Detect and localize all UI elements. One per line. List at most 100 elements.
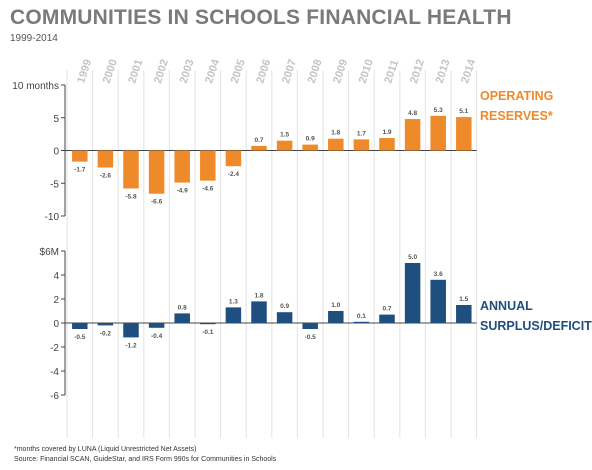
surplus-bar (97, 323, 114, 326)
surplus-deficit-label: ANNUAL SURPLUS/DEFICIT (480, 296, 592, 336)
surplus-value-label: 3.6 (434, 271, 443, 278)
operating-bar (379, 138, 395, 151)
source-note: Source: Financial SCAN, GuideStar, and I… (14, 456, 277, 463)
surplus-value-label: -1.2 (125, 342, 137, 349)
surplus-tick-label: -6 (50, 391, 59, 402)
year-label: 2007 (280, 58, 299, 85)
surplus-value-label: -0.5 (74, 334, 86, 341)
surplus-bar (148, 323, 165, 328)
surplus-bar (379, 314, 395, 323)
operating-bar (225, 150, 242, 167)
surplus-bar (251, 301, 267, 323)
surplus-value-label: 0.7 (382, 306, 391, 313)
operating-bar (276, 140, 293, 151)
operating-bar (456, 117, 472, 151)
operating-value-label: -2.4 (228, 171, 240, 178)
surplus-deficit-label-line2: SURPLUS/DEFICIT (480, 319, 592, 333)
operating-value-label: 5.1 (459, 108, 468, 115)
page-subtitle: 1999-2014 (10, 33, 58, 44)
surplus-bar (456, 305, 472, 323)
year-label: 2006 (254, 58, 273, 85)
operating-tick-label: 0 (53, 147, 59, 158)
operating-bar (148, 150, 165, 194)
surplus-bar (353, 321, 370, 323)
surplus-tick-label: 4 (53, 271, 59, 282)
operating-bar (328, 138, 344, 151)
operating-bar (430, 115, 446, 151)
year-label: 2009 (331, 58, 350, 85)
year-label: 2012 (408, 58, 427, 85)
operating-bar (302, 144, 318, 151)
surplus-bar (404, 263, 421, 323)
operating-reserves-label: OPERATING RESERVES* (480, 86, 553, 126)
operating-value-label: 5.3 (434, 107, 443, 114)
operating-value-label: -5.8 (125, 193, 137, 200)
operating-tick-label: -5 (50, 179, 59, 190)
operating-value-label: -2.6 (100, 173, 112, 180)
operating-value-label: 4.8 (408, 110, 417, 117)
operating-value-label: -4.9 (177, 188, 189, 195)
year-label: 1999 (75, 58, 94, 85)
surplus-value-label: 5.0 (408, 254, 417, 261)
surplus-value-label: 1.0 (331, 302, 340, 309)
surplus-value-label: 1.8 (254, 292, 263, 299)
surplus-bar (72, 323, 88, 329)
operating-value-label: 1.7 (357, 130, 366, 137)
surplus-deficit-label-line1: ANNUAL (480, 299, 533, 313)
operating-value-label: 1.8 (331, 130, 340, 137)
operating-bar (174, 150, 190, 183)
surplus-value-label: 0.8 (178, 304, 187, 311)
page-title: COMMUNITIES IN SCHOOLS FINANCIAL HEALTH (10, 6, 512, 29)
operating-value-label: 0.7 (254, 137, 263, 144)
operating-value-label: -6.6 (151, 199, 163, 206)
surplus-value-label: 0.9 (280, 303, 289, 310)
operating-bar (72, 150, 88, 162)
surplus-bar (276, 312, 293, 323)
year-label: 2002 (152, 58, 171, 85)
surplus-value-label: 1.3 (229, 298, 238, 305)
surplus-bar (200, 323, 216, 325)
operating-value-label: -1.7 (74, 167, 86, 174)
surplus-bar (430, 279, 446, 323)
year-label: 2003 (178, 58, 197, 85)
footnote: *months covered by LUNA (Liquid Unrestri… (14, 446, 197, 453)
operating-value-label: 1.5 (280, 132, 289, 139)
surplus-value-label: -0.2 (100, 330, 112, 337)
operating-bar (353, 139, 370, 151)
surplus-value-label: -0.4 (151, 333, 163, 340)
surplus-bar (174, 313, 190, 323)
surplus-value-label: -0.1 (202, 329, 214, 336)
year-label: 2005 (229, 58, 248, 85)
operating-bar (97, 150, 114, 168)
operating-value-label: 1.9 (382, 129, 391, 136)
surplus-tick-label: 0 (53, 319, 59, 330)
surplus-bar (123, 323, 139, 338)
surplus-value-label: -0.5 (305, 334, 317, 341)
surplus-tick-label: 2 (53, 295, 59, 306)
operating-reserves-label-line1: OPERATING (480, 89, 554, 103)
operating-value-label: 0.9 (306, 136, 315, 143)
surplus-tick-label: -4 (50, 367, 59, 378)
surplus-value-label: 0.1 (357, 313, 366, 320)
operating-tick-label: -10 (45, 212, 60, 223)
surplus-bar (225, 307, 242, 323)
operating-bar (123, 150, 139, 189)
surplus-tick-label: $6M (40, 247, 59, 258)
year-label: 2001 (126, 58, 145, 85)
year-label: 2004 (203, 57, 222, 85)
surplus-bar (302, 323, 318, 329)
year-label: 2010 (357, 58, 376, 85)
operating-value-label: -4.6 (202, 186, 214, 193)
year-label: 2013 (434, 58, 453, 85)
year-label: 2014 (459, 57, 478, 85)
surplus-value-label: 1.5 (459, 296, 468, 303)
surplus-bar (328, 311, 344, 323)
year-label: 2011 (382, 59, 401, 85)
operating-tick-label: 5 (53, 114, 59, 125)
operating-bar (404, 119, 421, 151)
operating-reserves-label-line2: RESERVES* (480, 109, 553, 123)
operating-bar (251, 145, 267, 151)
surplus-tick-label: -2 (50, 343, 59, 354)
year-label: 2000 (101, 58, 120, 85)
